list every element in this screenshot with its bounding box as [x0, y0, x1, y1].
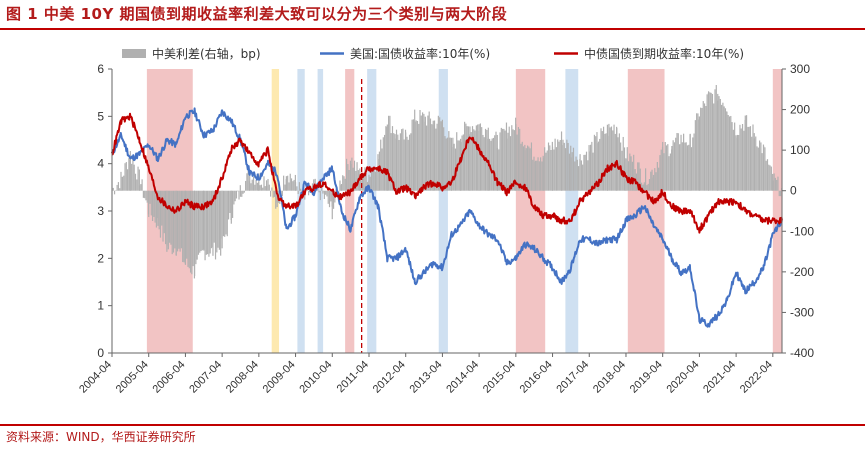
- y-right-tick-label: -300: [790, 305, 814, 319]
- shade-region-yellow: [271, 69, 280, 353]
- yield-lines: [111, 107, 783, 328]
- y-left-tick-label: 1: [97, 299, 104, 313]
- y-right-tick-label: 0: [790, 184, 797, 198]
- y-right-tick-label: -200: [790, 265, 814, 279]
- x-tick-label: 2015-04: [481, 359, 518, 396]
- y-left-tick-label: 0: [97, 346, 104, 360]
- title-rule: [0, 28, 865, 30]
- shade-region-blue: [317, 69, 324, 353]
- x-tick-label: 2007-04: [187, 359, 224, 396]
- y-left-tick-label: 6: [97, 62, 104, 76]
- y-left-tick-label: 4: [97, 157, 104, 171]
- y-right-tick-label: 300: [790, 62, 810, 76]
- x-tick-label: 2019-04: [628, 359, 665, 396]
- shade-region-blue: [297, 69, 305, 353]
- y-left-tick-label: 2: [97, 251, 104, 265]
- x-tick-label: 2012-04: [371, 359, 408, 396]
- x-tick-label: 2009-04: [261, 359, 298, 396]
- shade-region-blue: [565, 69, 579, 353]
- legend-label: 美国:国债收益率:10年(%): [350, 46, 490, 61]
- x-tick-label: 2018-04: [591, 359, 628, 396]
- x-tick-label: 2011-04: [335, 359, 371, 395]
- shade-region-pink: [772, 69, 782, 353]
- y-right-tick-label: 200: [790, 103, 810, 117]
- legend: 中美利差(右轴，bp) 美国:国债收益率:10年(%) 中债国债到期收益率:10年(…: [122, 46, 744, 61]
- legend-swatch-spread: [122, 49, 146, 58]
- x-tick-label: 2008-04: [224, 359, 261, 396]
- x-tick-label: 2005-04: [114, 359, 151, 396]
- x-tick-label: 2016-04: [518, 359, 555, 396]
- shade-region-blue: [438, 69, 448, 353]
- y-left-tick-label: 3: [97, 204, 104, 218]
- figure-title: 图 1 中美 10Y 期国债到期收益率利差大致可以分为三个类别与两大阶段: [6, 5, 508, 23]
- cn-10y-line: [111, 112, 783, 234]
- y-right-tick-label: 100: [790, 143, 810, 157]
- us-10y-line: [111, 107, 783, 328]
- legend-label: 中债国债到期收益率:10年(%): [584, 46, 744, 61]
- shade-region-pink: [345, 69, 355, 353]
- legend-label: 中美利差(右轴，bp): [152, 46, 261, 61]
- x-tick-label: 2014-04: [444, 359, 481, 396]
- x-tick-label: 2022-04: [738, 359, 775, 396]
- shade-region-blue: [367, 69, 377, 353]
- spread-bars: [111, 85, 783, 279]
- x-tick-label: 2020-04: [664, 359, 701, 396]
- footer-rule: [0, 424, 865, 426]
- x-tick-label: 2006-04: [151, 359, 188, 396]
- x-tick-label: 2004-04: [77, 359, 114, 396]
- y-right-tick-label: -400: [790, 346, 814, 360]
- y-left-tick-label: 5: [97, 109, 104, 123]
- source-note: 资料来源：WIND，华西证券研究所: [6, 430, 196, 444]
- x-tick-label: 2021-04: [701, 359, 738, 396]
- x-tick-label: 2017-04: [554, 359, 591, 396]
- x-tick-label: 2010-04: [297, 359, 334, 396]
- x-tick-label: 2013-04: [407, 359, 444, 396]
- y-right-tick-label: -100: [790, 224, 814, 238]
